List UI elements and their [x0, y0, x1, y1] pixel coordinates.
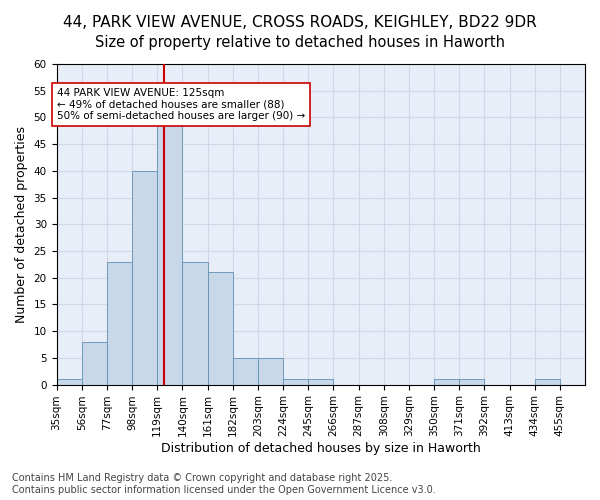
Bar [132, 171, 157, 384]
Bar [459, 380, 484, 384]
Bar [233, 358, 258, 384]
Text: Contains HM Land Registry data © Crown copyright and database right 2025.
Contai: Contains HM Land Registry data © Crown c… [12, 474, 436, 495]
Bar [182, 262, 208, 384]
Bar [56, 380, 82, 384]
Text: Size of property relative to detached houses in Haworth: Size of property relative to detached ho… [95, 35, 505, 50]
Bar [107, 262, 132, 384]
Bar [535, 380, 560, 384]
Text: 44, PARK VIEW AVENUE, CROSS ROADS, KEIGHLEY, BD22 9DR: 44, PARK VIEW AVENUE, CROSS ROADS, KEIGH… [63, 15, 537, 30]
Bar [308, 380, 334, 384]
Bar [283, 380, 308, 384]
Text: 44 PARK VIEW AVENUE: 125sqm
← 49% of detached houses are smaller (88)
50% of sem: 44 PARK VIEW AVENUE: 125sqm ← 49% of det… [57, 88, 305, 121]
Bar [258, 358, 283, 384]
Bar [157, 123, 182, 384]
X-axis label: Distribution of detached houses by size in Haworth: Distribution of detached houses by size … [161, 442, 481, 455]
Bar [434, 380, 459, 384]
Y-axis label: Number of detached properties: Number of detached properties [15, 126, 28, 323]
Bar [208, 272, 233, 384]
Bar [82, 342, 107, 384]
